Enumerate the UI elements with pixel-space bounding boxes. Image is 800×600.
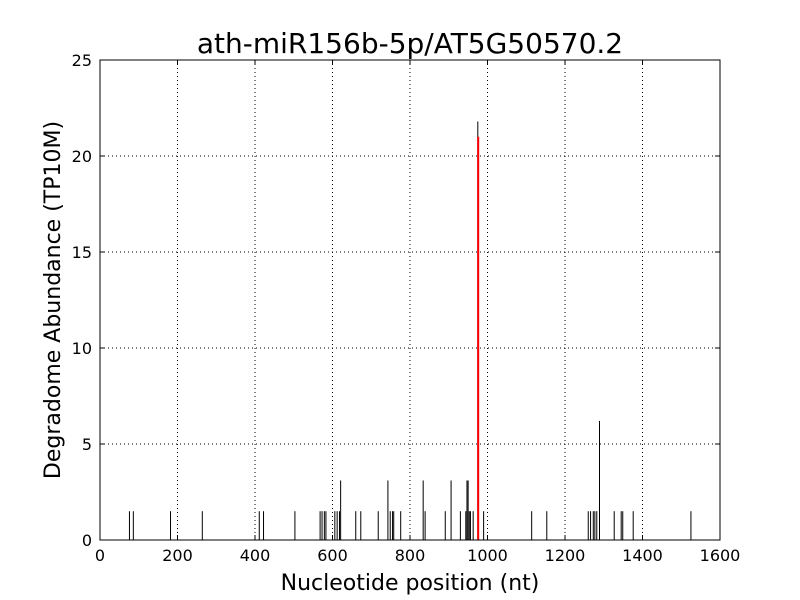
x-tick-label: 800 [395,546,426,565]
y-axis-label: Degradome Abundance (TP10M) [41,121,66,479]
y-tick-label: 0 [82,531,92,550]
x-tick-label: 1200 [545,546,586,565]
x-tick-label: 1600 [700,546,741,565]
x-tick-label: 1400 [622,546,663,565]
x-tick-label: 0 [95,546,105,565]
ticks [99,59,721,541]
y-tick-label: 20 [72,147,92,166]
x-tick-label: 400 [240,546,271,565]
bars [128,121,692,540]
y-tick-label: 5 [82,435,92,454]
chart-title: ath-miR156b-5p/AT5G50570.2 [197,27,623,60]
x-tick-labels: 0 200 400 600 800 1000 1200 1400 1600 [95,546,740,565]
x-tick-label: 1000 [467,546,508,565]
y-tick-label: 25 [72,51,92,70]
x-tick-label: 600 [317,546,348,565]
x-tick-label: 200 [162,546,193,565]
y-tick-label: 10 [72,339,92,358]
x-axis-label: Nucleotide position (nt) [281,571,540,596]
y-tick-labels: 0 5 10 15 20 25 [72,51,92,550]
grid [100,60,720,540]
y-tick-label: 15 [72,243,92,262]
